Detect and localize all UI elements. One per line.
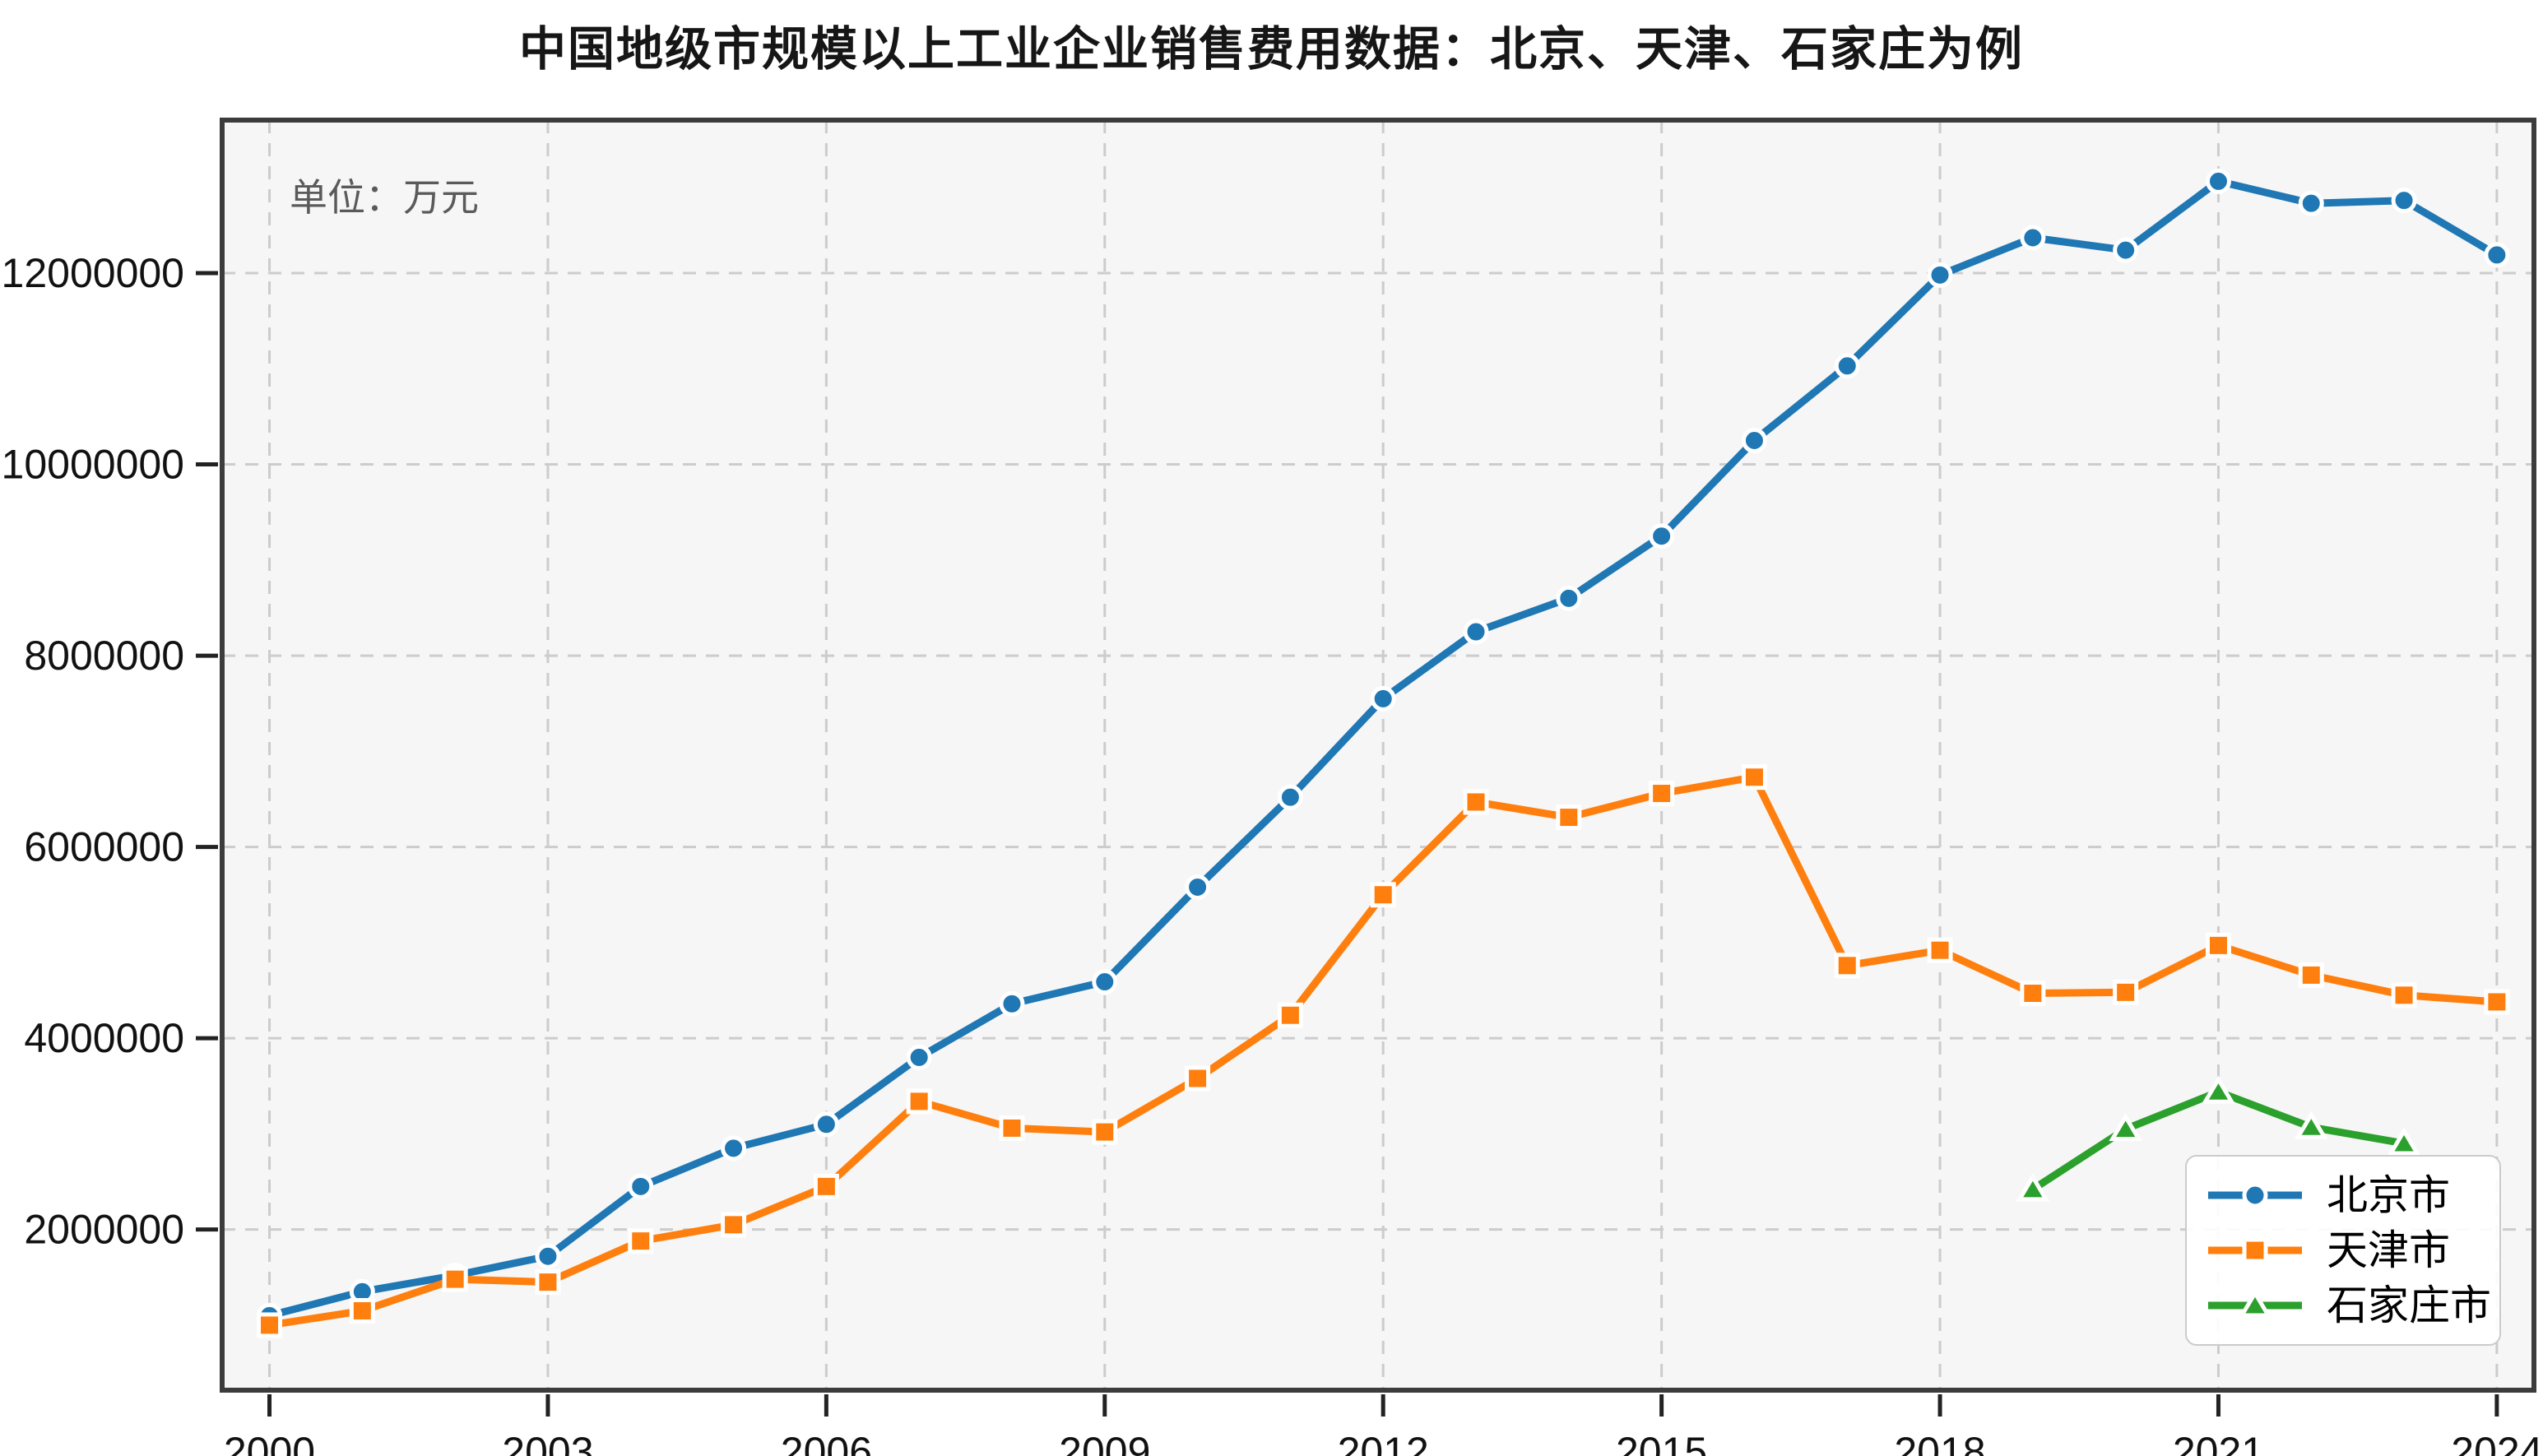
y-tick-label: 2000000 [24,1207,184,1253]
legend-label: 北京市 [2327,1172,2450,1218]
unit-note: 单位：万元 [290,176,479,219]
x-tick-label: 2006 [781,1429,872,1456]
legend-item-shijiazhuang: 石家庄市 [2207,1281,2491,1330]
gridlines [222,120,2534,1390]
tick-labels: 2000 2003 2006 2009 2012 2015 2018 2021 2024 2000… [2,250,2543,1456]
line-square-marker-icon [2208,1237,2302,1264]
x-tick-label: 2012 [1338,1429,1429,1456]
y-tick-label: 6000000 [24,824,184,870]
chart-title: 中国地级市规模以上工业企业销售费用数据：北京、天津、石家庄为例 [519,23,2024,76]
legend-item-tianjin: 天津市 [2207,1226,2491,1275]
x-tick-label: 2024 [2451,1429,2542,1456]
x-tick-label: 2015 [1616,1429,1707,1456]
legend-label: 天津市 [2327,1227,2450,1273]
line-circle-marker-icon [2208,1182,2302,1208]
x-tick-label: 2000 [224,1429,315,1456]
y-tick-label: 10000000 [2,442,184,488]
legend-item-beijing: 北京市 [2207,1171,2491,1220]
y-tick-label: 12000000 [2,250,184,296]
x-tick-label: 2009 [1059,1429,1150,1456]
plot-border [220,118,2536,1393]
line-triangle-marker-icon [2208,1289,2302,1318]
x-tick-label: 2021 [2173,1429,2264,1456]
series-markers-石家庄市 [2016,1075,2421,1202]
plot-area [222,120,2534,1390]
x-tick-label: 2003 [502,1429,593,1456]
legend: 北京市 天津市 石家庄市 [2185,1155,2501,1346]
y-tick-label: 8000000 [24,633,184,679]
legend-label: 石家庄市 [2327,1282,2491,1328]
y-tick-label: 4000000 [24,1015,184,1061]
tick-marks [196,271,2499,1417]
x-tick-label: 2018 [1894,1429,1985,1456]
series-markers-天津市 [257,764,2510,1338]
